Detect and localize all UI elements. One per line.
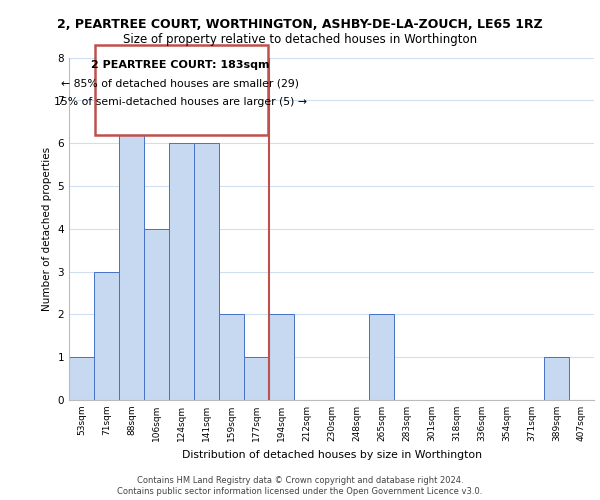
X-axis label: Distribution of detached houses by size in Worthington: Distribution of detached houses by size … (182, 450, 482, 460)
Bar (169, 143, 194, 400)
FancyBboxPatch shape (95, 44, 268, 134)
Text: 2, PEARTREE COURT, WORTHINGTON, ASHBY-DE-LA-ZOUCH, LE65 1RZ: 2, PEARTREE COURT, WORTHINGTON, ASHBY-DE… (57, 18, 543, 30)
Text: 15% of semi-detached houses are larger (5) →: 15% of semi-detached houses are larger (… (54, 97, 307, 107)
Text: Contains public sector information licensed under the Open Government Licence v3: Contains public sector information licen… (118, 488, 482, 496)
Bar (369, 314, 394, 400)
Text: ← 85% of detached houses are smaller (29): ← 85% of detached houses are smaller (29… (61, 78, 299, 88)
Bar (219, 314, 244, 400)
Bar (244, 357, 269, 400)
Y-axis label: Number of detached properties: Number of detached properties (42, 146, 52, 311)
Bar (144, 229, 169, 400)
Bar (119, 100, 144, 400)
Bar (544, 357, 569, 400)
Text: Size of property relative to detached houses in Worthington: Size of property relative to detached ho… (123, 34, 477, 46)
Bar (69, 357, 94, 400)
Bar (269, 314, 294, 400)
Text: 2 PEARTREE COURT: 183sqm: 2 PEARTREE COURT: 183sqm (91, 60, 269, 70)
Text: Contains HM Land Registry data © Crown copyright and database right 2024.: Contains HM Land Registry data © Crown c… (137, 476, 463, 485)
Bar (194, 143, 219, 400)
Bar (94, 272, 119, 400)
